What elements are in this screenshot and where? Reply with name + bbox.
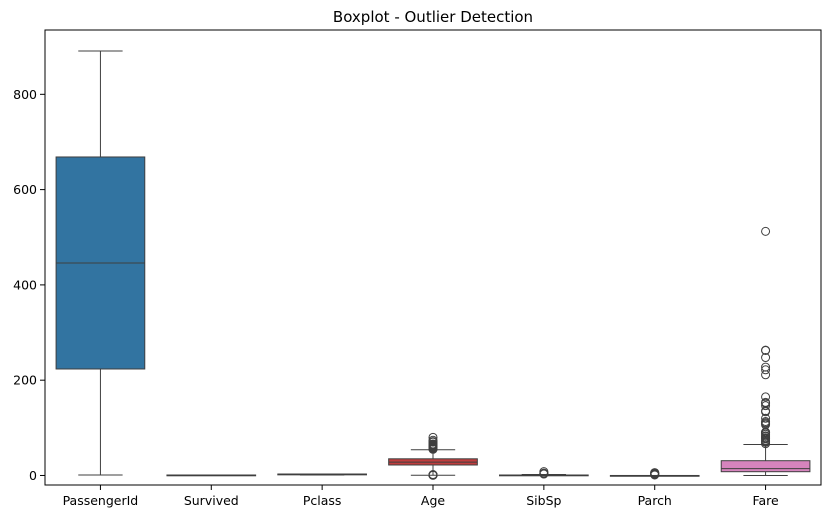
y-tick-label-600: 600 (13, 182, 37, 197)
box-fare (720, 460, 811, 473)
outlier-fare-23 (761, 392, 771, 402)
x-tick-label-pclass: Pclass (303, 493, 342, 508)
x-tick-label-passengerid: PassengerId (63, 493, 139, 508)
y-tick-label-400: 400 (13, 277, 37, 292)
outlier-fare-26 (761, 362, 771, 372)
y-tick-label-800: 800 (13, 87, 37, 102)
plot-frame (44, 29, 822, 486)
chart-title: Boxplot - Outlier Detection (333, 8, 533, 26)
plot-area: 0 200 400 600 800 PassengerId Survived Pclass Ag… (13, 50, 811, 508)
x-tick-label-survived: Survived (184, 493, 239, 508)
outlier-parch-5 (650, 468, 660, 478)
outlier-fare-25 (761, 365, 771, 375)
x-tick-label-sibsp: SibSp (526, 493, 561, 508)
outlier-fare-22 (761, 397, 771, 407)
outlier-sibsp-3 (539, 467, 549, 477)
x-tick-label-parch: Parch (638, 493, 672, 508)
outlier-fare-30 (761, 226, 771, 236)
y-tick-label-0: 0 (29, 468, 37, 483)
outlier-fare-17 (761, 413, 771, 423)
outlier-fare-27 (761, 353, 771, 363)
y-tick-label-200: 200 (13, 373, 37, 388)
outlier-age-23 (428, 435, 438, 445)
outlier-fare-29 (761, 345, 771, 355)
outlier-age-6 (428, 470, 438, 480)
outlier-age-24 (428, 432, 438, 442)
x-tick-label-age: Age (421, 493, 445, 508)
x-tick-label-fare: Fare (752, 493, 779, 508)
outlier-fare-20 (761, 401, 771, 411)
outlier-fare-16 (761, 417, 771, 427)
